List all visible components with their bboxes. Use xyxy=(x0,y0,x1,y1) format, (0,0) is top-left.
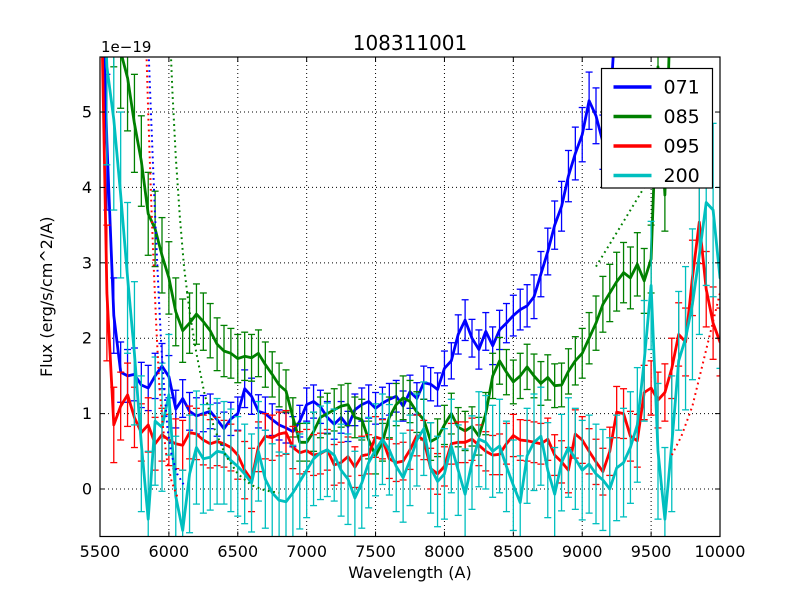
legend-entry-071: 071 xyxy=(613,77,700,99)
071-dotted-left xyxy=(147,57,185,486)
x-tick-label: 9500 xyxy=(631,542,672,561)
y-axis-offset-text: 1e−19 xyxy=(101,38,151,56)
x-tick-label: 10000 xyxy=(695,542,746,561)
series-200 xyxy=(103,57,720,537)
y-tick-label: 1 xyxy=(82,404,92,423)
data-series-layer xyxy=(101,57,720,537)
x-tick-label: 7500 xyxy=(355,542,396,561)
x-tick-label: 6000 xyxy=(149,542,190,561)
y-tick-label: 2 xyxy=(82,329,92,348)
x-tick-label: 6500 xyxy=(217,542,258,561)
plot-title: 108311001 xyxy=(353,31,468,55)
legend: 071 085 095 200 xyxy=(600,67,714,189)
y-tick-label: 5 xyxy=(82,103,92,122)
x-tick-label: 5500 xyxy=(80,542,121,561)
x-tick-label: 9000 xyxy=(562,542,603,561)
tick-marks xyxy=(99,57,721,537)
x-tick-label: 8000 xyxy=(424,542,465,561)
x-axis-label: Wavelength (A) xyxy=(348,563,471,582)
legend-entry-085: 085 xyxy=(613,106,700,128)
legend-label: 085 xyxy=(664,106,700,128)
x-tick-label: 7000 xyxy=(286,542,327,561)
legend-label: 095 xyxy=(664,136,700,158)
legend-entry-095: 095 xyxy=(613,136,700,158)
y-tick-labels: 0 1 2 3 4 5 xyxy=(82,103,92,499)
095-dotted-left xyxy=(145,57,179,497)
legend-label: 071 xyxy=(664,77,700,99)
y-tick-label: 4 xyxy=(82,178,92,197)
095-dotted-right xyxy=(670,292,720,456)
axes-spines xyxy=(99,56,721,538)
legend-entry-200: 200 xyxy=(613,165,700,187)
x-tick-labels: 5500 6000 6500 7000 7500 8000 8500 9000 9500 1000… xyxy=(80,542,746,561)
y-axis-label: Flux (erg/s/cm^2/A) xyxy=(37,216,56,377)
legend-label: 200 xyxy=(664,165,700,187)
085-dotted-left xyxy=(170,57,280,494)
y-tick-label: 0 xyxy=(82,480,92,499)
x-tick-label: 8500 xyxy=(493,542,534,561)
y-tick-label: 3 xyxy=(82,253,92,272)
